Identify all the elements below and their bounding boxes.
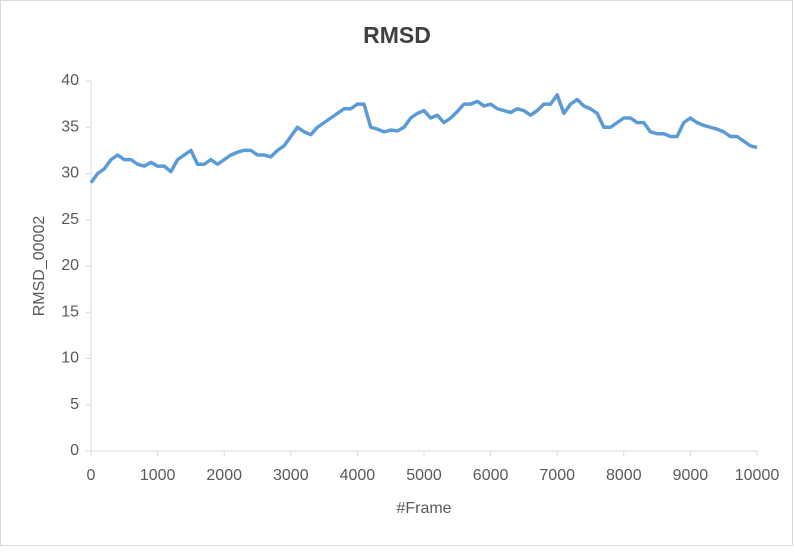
x-tick-label: 10000: [735, 467, 780, 484]
x-tick-label: 5000: [406, 467, 442, 484]
y-tick-label: 35: [61, 118, 79, 135]
y-tick-label: 5: [70, 396, 79, 413]
y-tick-label: 0: [70, 442, 79, 459]
chart-title: RMSD: [363, 22, 431, 48]
x-tick-label: 9000: [673, 467, 709, 484]
x-tick-label: 3000: [273, 467, 309, 484]
x-tick-label: 6000: [473, 467, 509, 484]
y-axis-label: RMSD_00002: [31, 216, 48, 317]
y-tick-label: 40: [61, 72, 79, 89]
data-line: [89, 93, 758, 184]
y-tick-label: 20: [61, 257, 79, 274]
x-axis-label: #Frame: [396, 500, 451, 517]
y-tick-label: 10: [61, 350, 79, 367]
x-tick-label: 0: [87, 467, 96, 484]
x-tick-label: 4000: [340, 467, 376, 484]
x-tick-label: 7000: [539, 467, 575, 484]
x-tick-label: 2000: [206, 467, 242, 484]
y-tick-label: 30: [61, 165, 79, 182]
y-tick-label: 25: [61, 211, 79, 228]
x-tick-label: 1000: [140, 467, 176, 484]
y-tick-label: 15: [61, 303, 79, 320]
x-tick-label: 8000: [606, 467, 642, 484]
